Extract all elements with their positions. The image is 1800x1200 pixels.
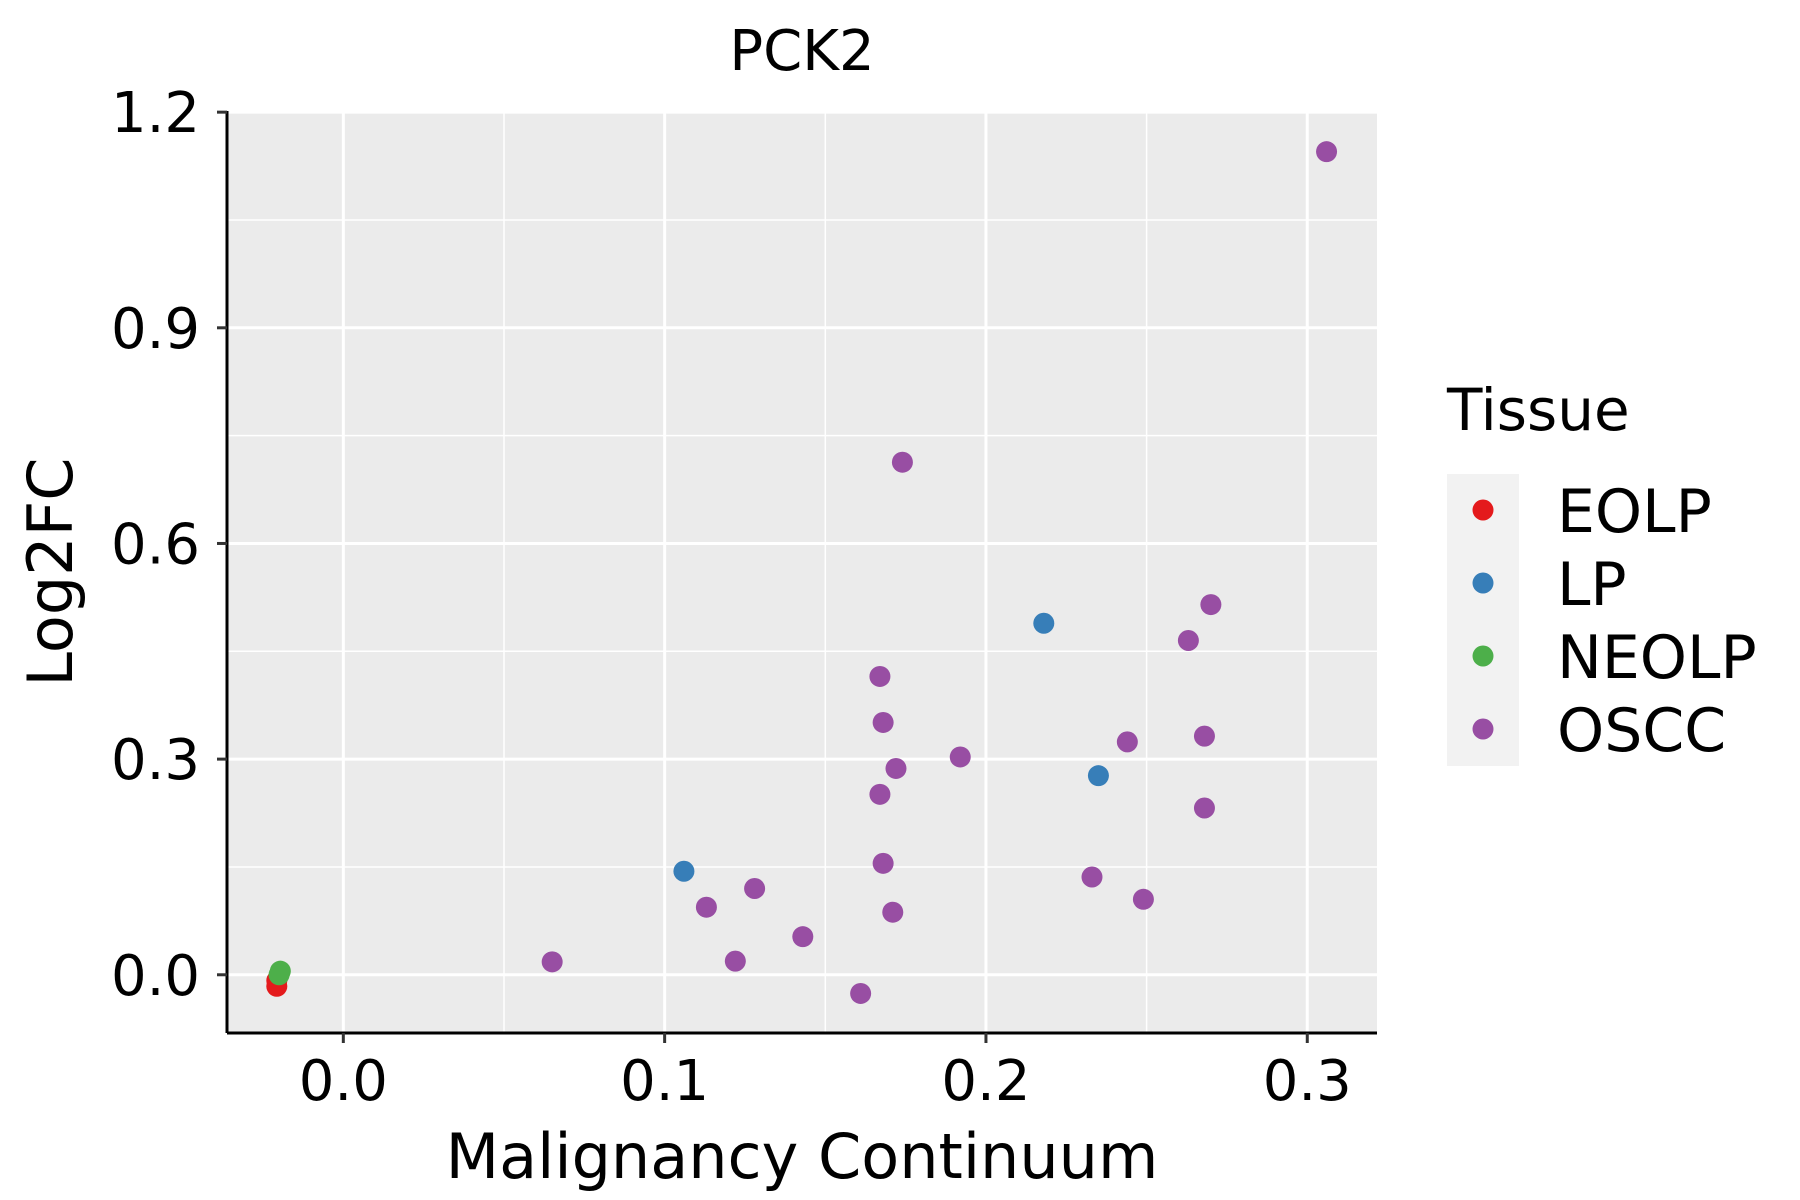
point-oscc [869, 665, 891, 687]
point-oscc [1081, 866, 1103, 888]
y-axis-title: Log2FC [14, 457, 87, 686]
legend-label: OSCC [1557, 696, 1726, 766]
point-oscc [872, 711, 894, 733]
plot-panel [227, 111, 1377, 1033]
point-oscc [744, 878, 766, 900]
y-tick-label: 0.3 [111, 728, 200, 793]
point-oscc [1200, 594, 1222, 616]
point-oscc [882, 901, 904, 923]
legend-key-eolp [1472, 499, 1494, 521]
point-oscc [695, 896, 717, 918]
legend-key-neolp [1472, 645, 1494, 667]
point-oscc [792, 926, 814, 948]
point-oscc [1116, 731, 1138, 753]
data-points [266, 141, 1338, 1004]
point-oscc [1132, 888, 1154, 910]
x-tick-label: 0.3 [1263, 1049, 1352, 1114]
chart-title: PCK2 [729, 19, 874, 84]
axis-ticks: 0.0 0.1 0.2 0.3 0.0 0.3 0.6 0.9 1.2 [111, 81, 1352, 1114]
y-tick-label: 0.0 [111, 944, 200, 1009]
point-oscc [541, 951, 563, 973]
point-oscc [850, 982, 872, 1004]
legend-key-lp [1472, 572, 1494, 594]
x-axis-title: Malignancy Continuum [446, 1120, 1159, 1193]
point-oscc [724, 950, 746, 972]
legend-title: Tissue [1446, 376, 1630, 444]
point-lp [1087, 765, 1109, 787]
y-tick-label: 0.9 [111, 297, 200, 362]
y-tick-label: 0.6 [111, 512, 200, 577]
point-oscc [1193, 725, 1215, 747]
legend-label: LP [1557, 550, 1627, 620]
point-oscc [1193, 797, 1215, 819]
legend-key-background [1447, 474, 1519, 766]
point-oscc [1177, 630, 1199, 652]
point-oscc [872, 852, 894, 874]
point-neolp [268, 964, 290, 986]
point-oscc [1316, 141, 1338, 163]
legend-label: NEOLP [1557, 623, 1757, 693]
y-tick-label: 1.2 [111, 81, 200, 146]
point-lp [673, 860, 695, 882]
point-oscc [949, 746, 971, 768]
legend-label: EOLP [1557, 477, 1712, 547]
point-oscc [891, 451, 913, 473]
x-tick-label: 0.2 [941, 1049, 1030, 1114]
point-oscc [885, 757, 907, 779]
point-oscc [869, 783, 891, 805]
legend-key-oscc [1472, 718, 1494, 740]
x-tick-label: 0.0 [299, 1049, 388, 1114]
x-tick-label: 0.1 [620, 1049, 709, 1114]
point-lp [1033, 612, 1055, 634]
gridlines [227, 110, 1377, 1033]
